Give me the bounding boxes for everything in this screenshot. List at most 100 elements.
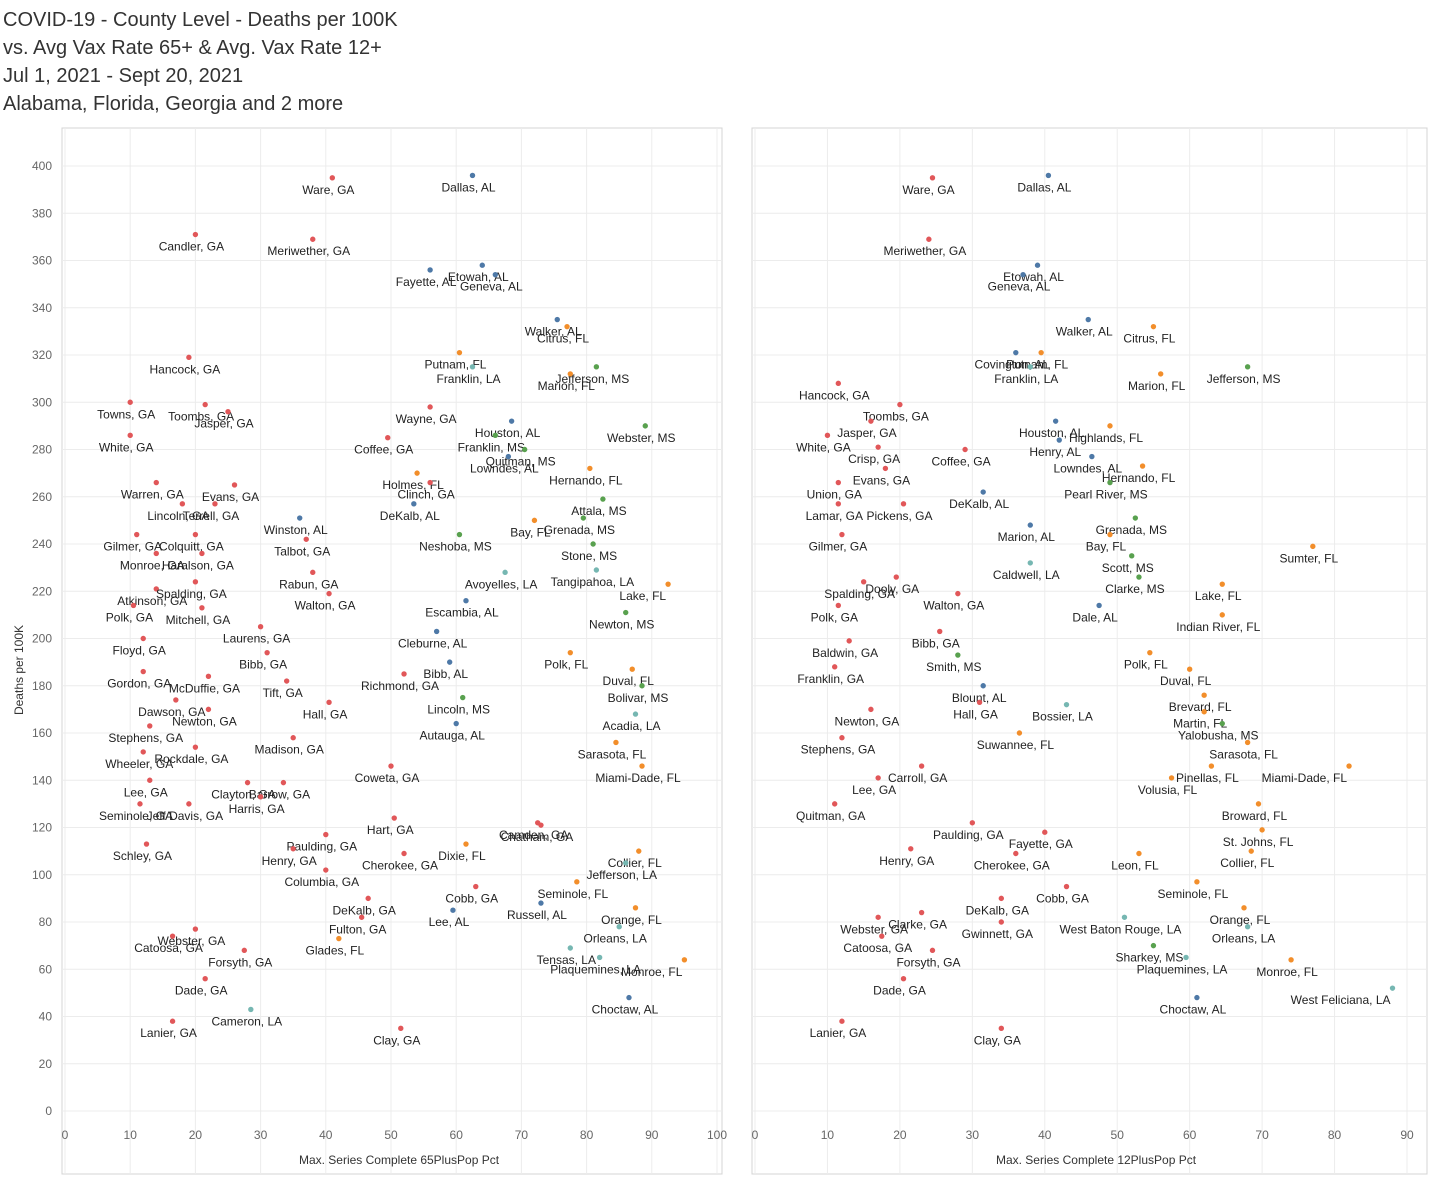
data-point[interactable] — [1208, 763, 1215, 769]
data-point[interactable] — [1157, 371, 1164, 377]
data-point[interactable] — [897, 401, 903, 408]
data-point[interactable] — [186, 801, 192, 807]
data-point[interactable] — [538, 900, 544, 906]
data-point[interactable] — [1013, 349, 1019, 356]
data-point[interactable] — [433, 628, 440, 635]
data-point[interactable] — [205, 706, 212, 713]
data-point[interactable] — [127, 399, 133, 405]
data-point[interactable] — [1027, 560, 1033, 566]
data-point[interactable] — [1147, 649, 1153, 656]
data-point[interactable] — [1150, 323, 1157, 330]
data-point[interactable] — [192, 531, 199, 538]
data-point[interactable] — [310, 236, 316, 242]
data-point[interactable] — [463, 598, 469, 604]
data-point[interactable] — [427, 479, 433, 486]
data-point[interactable] — [839, 531, 845, 538]
data-point[interactable] — [1132, 515, 1139, 521]
data-point[interactable] — [900, 976, 907, 982]
data-point[interactable] — [463, 841, 469, 847]
data-point[interactable] — [918, 763, 925, 769]
data-point[interactable] — [535, 820, 541, 826]
data-point[interactable] — [199, 605, 205, 611]
data-point[interactable] — [508, 418, 515, 424]
data-point[interactable] — [192, 926, 199, 932]
data-point[interactable] — [173, 697, 179, 703]
data-point[interactable] — [616, 924, 622, 930]
data-point[interactable] — [192, 744, 199, 750]
data-point[interactable] — [137, 801, 143, 807]
data-point[interactable] — [875, 444, 881, 450]
data-point[interactable] — [955, 590, 961, 597]
data-point[interactable] — [839, 1018, 845, 1024]
data-point[interactable] — [202, 401, 208, 408]
data-point[interactable] — [1288, 957, 1294, 963]
data-point[interactable] — [1201, 709, 1207, 715]
data-point[interactable] — [169, 933, 176, 939]
data-point[interactable] — [980, 683, 986, 689]
data-point[interactable] — [835, 479, 842, 486]
data-point[interactable] — [976, 699, 983, 705]
data-point[interactable] — [868, 706, 874, 713]
data-point[interactable] — [900, 501, 907, 507]
data-point[interactable] — [391, 815, 397, 821]
data-point[interactable] — [1389, 985, 1396, 991]
data-point[interactable] — [153, 550, 159, 557]
data-point[interactable] — [926, 236, 932, 242]
data-point[interactable] — [600, 496, 606, 502]
data-point[interactable] — [1089, 453, 1095, 460]
data-point[interactable] — [1038, 349, 1044, 356]
data-point[interactable] — [1034, 262, 1041, 268]
data-point[interactable] — [632, 905, 639, 911]
data-point[interactable] — [169, 1018, 176, 1024]
data-point[interactable] — [1194, 879, 1200, 885]
data-point[interactable] — [580, 515, 587, 521]
data-point[interactable] — [427, 267, 433, 273]
data-point[interactable] — [969, 820, 976, 826]
data-point[interactable] — [1045, 172, 1052, 179]
data-point[interactable] — [665, 581, 671, 587]
data-point[interactable] — [593, 364, 600, 370]
data-point[interactable] — [1186, 666, 1193, 672]
data-point[interactable] — [427, 404, 433, 410]
data-point[interactable] — [134, 531, 140, 538]
data-point[interactable] — [192, 231, 199, 238]
data-point[interactable] — [521, 446, 528, 453]
data-point[interactable] — [336, 935, 342, 942]
data-point[interactable] — [567, 371, 573, 377]
data-point[interactable] — [1063, 883, 1070, 890]
data-point[interactable] — [868, 418, 874, 424]
data-point[interactable] — [1219, 720, 1225, 727]
data-point[interactable] — [446, 659, 453, 665]
data-point[interactable] — [998, 1025, 1005, 1032]
data-point[interactable] — [460, 694, 466, 701]
data-point[interactable] — [1259, 827, 1265, 833]
data-point[interactable] — [639, 683, 645, 689]
data-point[interactable] — [388, 763, 394, 769]
data-point[interactable] — [257, 623, 264, 630]
data-point[interactable] — [1129, 553, 1135, 559]
data-point[interactable] — [212, 501, 218, 507]
data-point[interactable] — [326, 699, 332, 705]
data-point[interactable] — [179, 501, 186, 507]
data-point[interactable] — [918, 909, 925, 916]
data-point[interactable] — [401, 671, 407, 677]
data-point[interactable] — [1063, 701, 1070, 708]
data-point[interactable] — [567, 649, 573, 656]
data-point[interactable] — [283, 678, 290, 684]
data-point[interactable] — [143, 841, 150, 847]
data-point[interactable] — [642, 423, 648, 429]
data-point[interactable] — [623, 609, 629, 616]
data-point[interactable] — [564, 323, 570, 330]
data-point[interactable] — [492, 432, 499, 439]
data-point[interactable] — [153, 586, 159, 592]
data-point[interactable] — [1085, 316, 1091, 323]
data-point[interactable] — [1027, 364, 1033, 370]
data-point[interactable] — [453, 720, 459, 727]
data-point[interactable] — [1056, 437, 1062, 443]
data-point[interactable] — [297, 515, 303, 521]
data-point[interactable] — [1107, 479, 1113, 486]
data-point[interactable] — [326, 590, 332, 597]
data-point[interactable] — [127, 432, 133, 439]
data-point[interactable] — [329, 175, 336, 181]
data-point[interactable] — [879, 933, 885, 939]
